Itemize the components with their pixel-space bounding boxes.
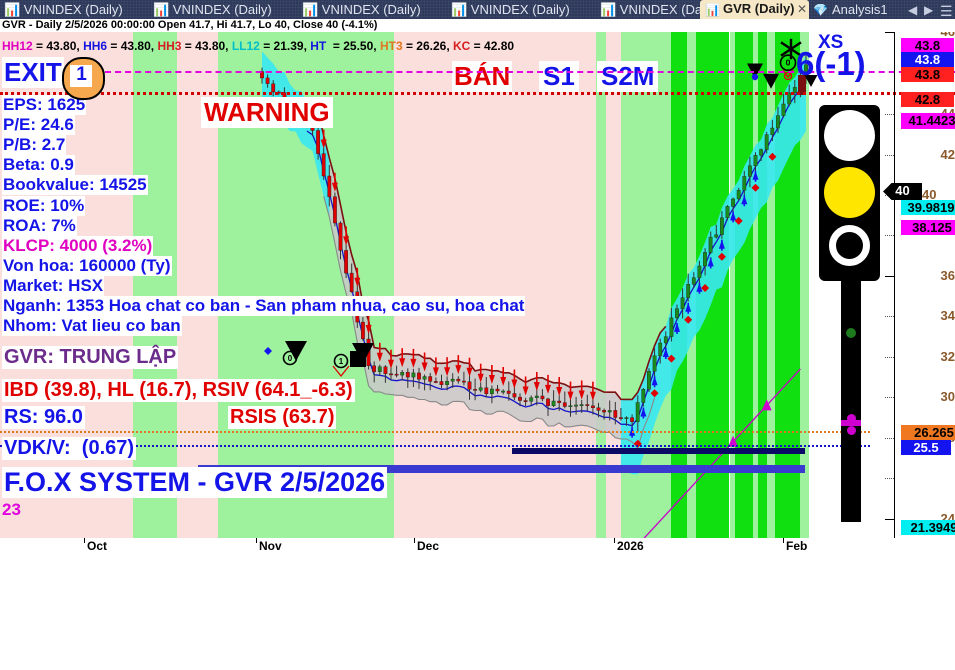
svg-text:0: 0	[288, 354, 293, 363]
svg-text:1: 1	[339, 357, 344, 366]
svg-text:0: 0	[786, 58, 791, 68]
